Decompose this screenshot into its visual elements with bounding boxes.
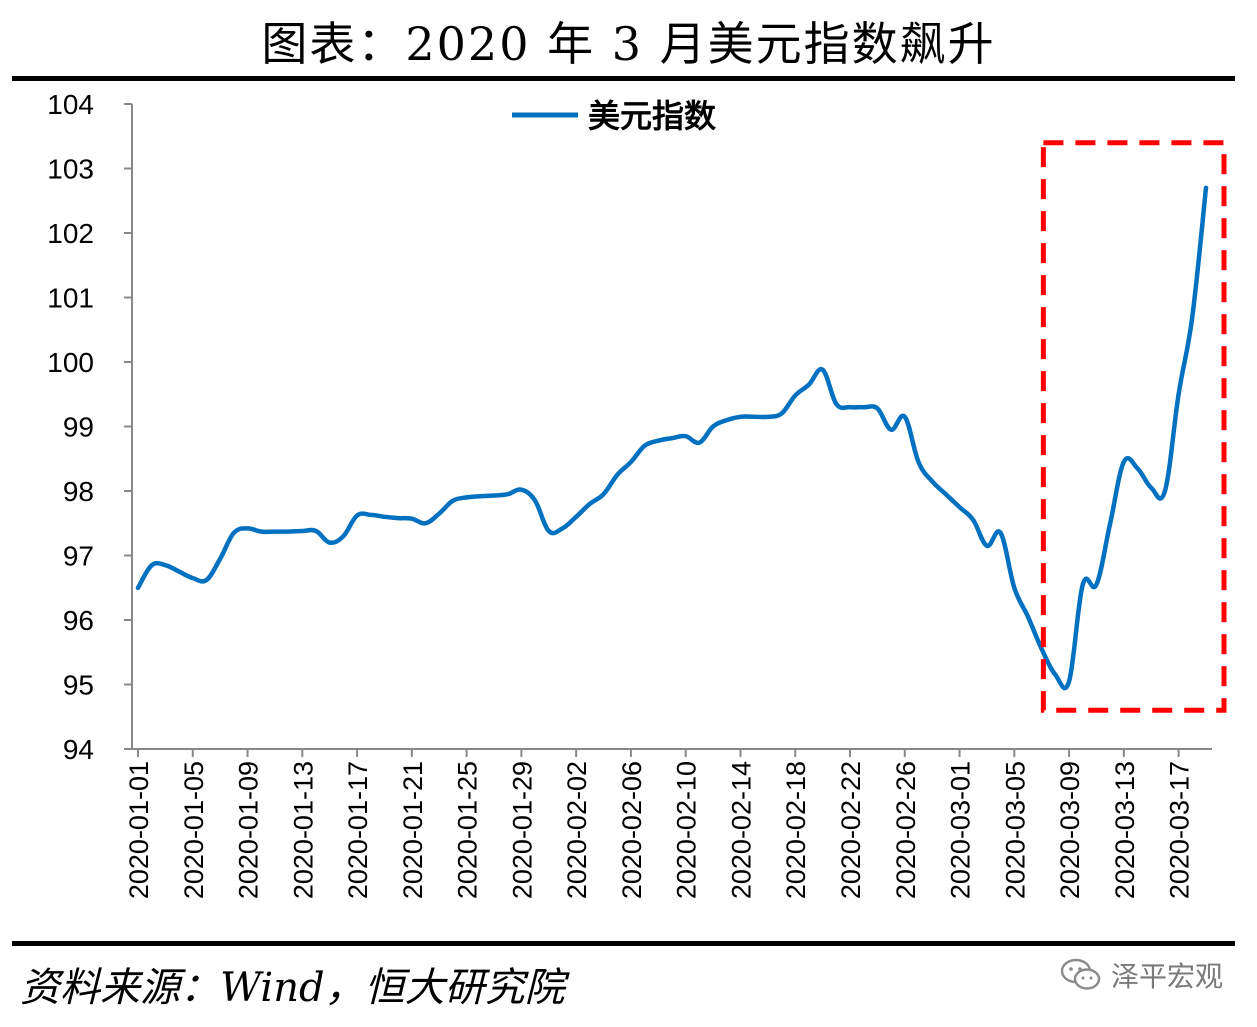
y-tick-label: 103: [47, 154, 94, 185]
x-tick-label: 2020-02-14: [726, 761, 756, 899]
x-tick-label: 2020-03-05: [1000, 761, 1030, 899]
x-axis: 2020-01-01 2020-01-05 2020-01-09 2020-01-13…: [124, 748, 1212, 899]
y-tick-label: 94: [63, 734, 94, 765]
x-tick-label: 2020-02-26: [891, 761, 921, 899]
y-tick-label: 100: [47, 347, 94, 378]
legend-label: 美元指数: [588, 97, 717, 135]
annotation-layer: [1040, 140, 1227, 713]
legend: 美元指数: [512, 97, 717, 135]
x-tick-label: 2020-02-22: [836, 761, 866, 899]
x-tick-label: 2020-01-25: [453, 761, 483, 899]
y-tick-label: 96: [63, 605, 94, 636]
x-tick-label: 2020-02-10: [672, 761, 702, 899]
x-tick-label: 2020-02-02: [562, 761, 592, 899]
y-tick-label: 102: [47, 218, 94, 249]
top-rule: [12, 76, 1235, 81]
y-tick-label: 98: [63, 476, 94, 507]
watermark-text: 泽平宏观: [1110, 960, 1223, 993]
x-tick-label: 2020-03-13: [1110, 761, 1140, 899]
x-tick-label: 2020-01-29: [507, 761, 537, 899]
y-tick-label: 99: [63, 412, 94, 443]
x-tick-label: 2020-02-18: [781, 761, 811, 899]
y-tick-label: 101: [47, 283, 94, 314]
chart-title: 图表：2020 年 3 月美元指数飙升: [261, 17, 996, 71]
source-note: 资料来源：Wind，恒大研究院: [20, 965, 565, 1011]
watermark: 泽平宏观: [1059, 955, 1223, 995]
y-axis: 94 95 96 97 98 99 100 101 102 103 104: [47, 89, 133, 765]
y-tick-label: 104: [47, 89, 94, 120]
x-tick-label: 2020-01-17: [343, 761, 373, 899]
wechat-icon: [1060, 958, 1101, 990]
x-tick-label: 2020-01-21: [398, 761, 428, 899]
x-tick-label: 2020-03-17: [1165, 761, 1195, 899]
x-tick-label: 2020-02-06: [617, 761, 647, 899]
series-layer: [135, 185, 1209, 691]
x-tick-label: 2020-01-09: [234, 761, 264, 899]
x-tick-label: 2020-01-13: [288, 761, 318, 899]
bottom-rule: [12, 941, 1235, 946]
y-tick-label: 97: [63, 541, 94, 572]
series-line-usd-index: [135, 185, 1209, 691]
x-tick-label: 2020-03-09: [1055, 761, 1085, 899]
x-tick-label: 2020-03-01: [946, 761, 976, 899]
x-tick-label: 2020-01-05: [179, 761, 209, 899]
y-tick-label: 95: [63, 670, 94, 701]
highlight-box: [1040, 140, 1227, 713]
x-tick-label: 2020-01-01: [124, 761, 154, 899]
